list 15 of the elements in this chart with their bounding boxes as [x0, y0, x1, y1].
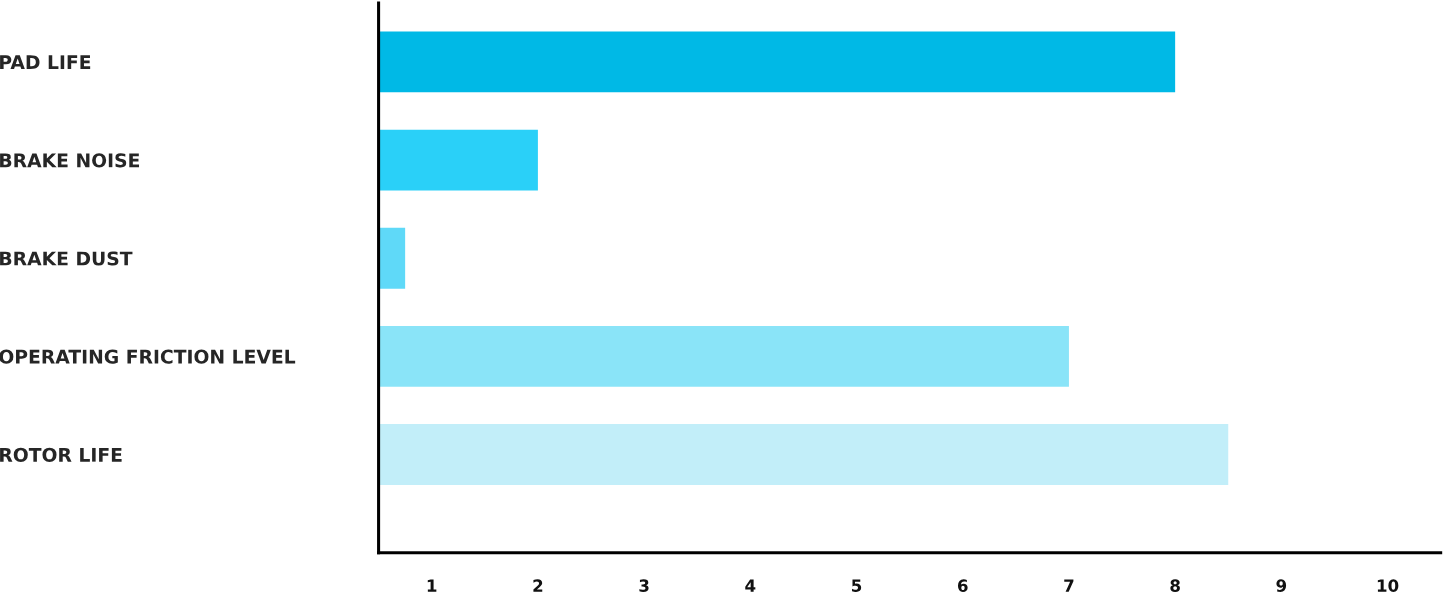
y-tick-label: BRAKE NOISE — [0, 153, 140, 168]
y-tick-label: OPERATING FRICTION LEVEL — [0, 349, 296, 364]
y-tick-label: BRAKE DUST — [0, 251, 133, 266]
x-tick-label: 10 — [1377, 579, 1399, 592]
y-tick-label: ROTOR LIFE — [0, 447, 122, 462]
x-tick-label: 2 — [533, 579, 543, 592]
x-tick-label: 1 — [427, 579, 437, 592]
x-tick-label: 5 — [852, 579, 862, 592]
x-tick-label: 7 — [1064, 579, 1074, 592]
x-tick-label: 9 — [1276, 579, 1287, 592]
x-tick-label: 4 — [745, 579, 756, 592]
x-tick-label: 6 — [957, 579, 968, 592]
x-tick-label: 8 — [1170, 579, 1180, 592]
x-tick-label: 3 — [639, 579, 649, 592]
y-tick-label: PAD LIFE — [0, 55, 91, 70]
